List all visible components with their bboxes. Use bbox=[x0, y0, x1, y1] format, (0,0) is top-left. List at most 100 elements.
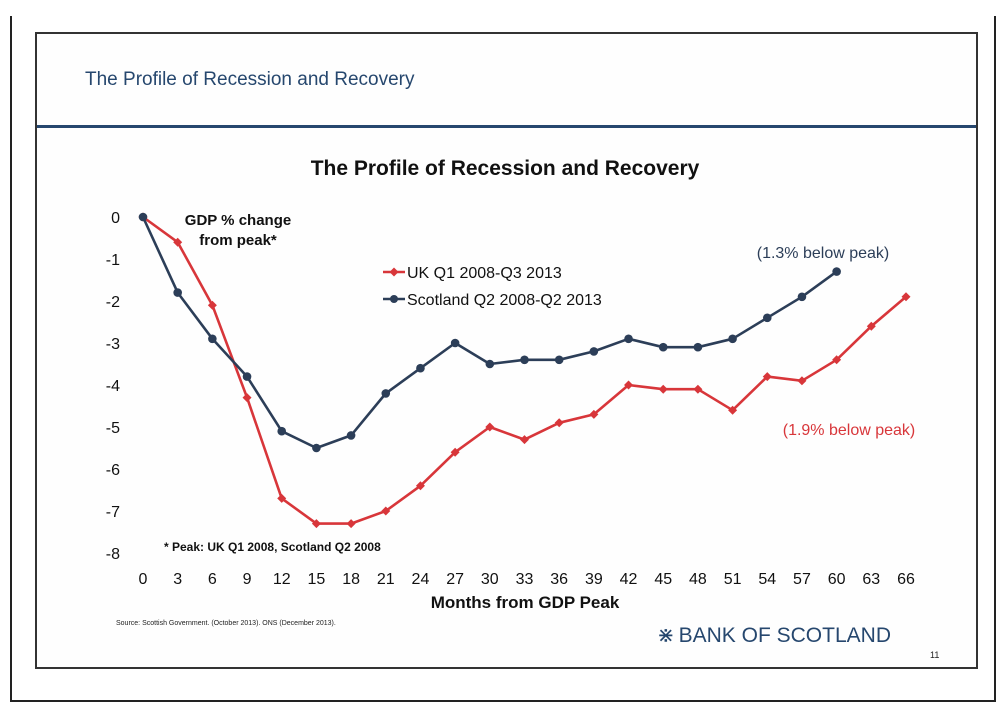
uk-data-point bbox=[415, 481, 425, 491]
uk-data-point bbox=[658, 384, 668, 394]
scotland-data-point bbox=[589, 347, 599, 356]
uk-data-point bbox=[624, 380, 634, 390]
source-note: Source: Scottish Government. (October 20… bbox=[116, 620, 336, 627]
scotland-data-point bbox=[346, 431, 356, 440]
x-tick-label: 63 bbox=[862, 571, 880, 588]
chart-title: The Profile of Recession and Recovery bbox=[311, 157, 700, 180]
x-axis-ticks: 0 3 6 9 12 15 18 21 24 27 30 33 36 39 42 45 48 51 54 57 60 63… bbox=[139, 571, 915, 588]
uk-data-point bbox=[832, 355, 842, 365]
scotland-data-point bbox=[832, 267, 841, 276]
x-tick-label: 15 bbox=[308, 571, 326, 588]
uk-data-point bbox=[762, 372, 772, 382]
slide-header: The Profile of Recession and Recovery bbox=[85, 69, 415, 90]
legend-label: Scotland Q2 2008-Q2 2013 bbox=[407, 292, 602, 309]
x-tick-label: 9 bbox=[243, 571, 252, 588]
x-tick-label: 57 bbox=[793, 571, 811, 588]
legend-item-uk[interactable]: UK Q1 2008-Q3 2013 bbox=[383, 265, 562, 282]
uk-data-point bbox=[311, 519, 321, 529]
peak-footnote: * Peak: UK Q1 2008, Scotland Q2 2008 bbox=[164, 540, 381, 554]
y-tick-label: 0 bbox=[111, 210, 120, 227]
uk-data-point bbox=[346, 519, 356, 529]
x-tick-label: 42 bbox=[620, 571, 638, 588]
x-tick-label: 51 bbox=[724, 571, 742, 588]
x-tick-label: 24 bbox=[412, 571, 430, 588]
scotland-data-point bbox=[728, 334, 737, 344]
y-tick-label: -6 bbox=[106, 462, 120, 479]
x-tick-label: 66 bbox=[897, 571, 915, 588]
y-tick-label: -7 bbox=[106, 504, 120, 521]
y-tick-label: -4 bbox=[106, 378, 120, 395]
brand-logo: ⋇ BANK OF SCOTLAND bbox=[657, 623, 891, 648]
scotland-data-point bbox=[312, 443, 321, 453]
uk-data-point bbox=[173, 237, 183, 247]
x-tick-label: 60 bbox=[828, 571, 846, 588]
x-tick-label: 39 bbox=[585, 571, 603, 588]
uk-data-point bbox=[728, 405, 738, 415]
uk-series bbox=[138, 212, 911, 529]
scotland-data-point bbox=[416, 363, 425, 373]
scotland-data-point bbox=[554, 355, 564, 365]
scotland-data-point bbox=[762, 313, 772, 323]
y-axis-label-line-2: from peak* bbox=[199, 232, 277, 249]
x-tick-label: 27 bbox=[446, 571, 464, 588]
uk-data-point bbox=[207, 300, 217, 310]
uk-data-point bbox=[797, 376, 807, 386]
uk-data-point bbox=[520, 435, 529, 445]
scotland-data-point bbox=[208, 334, 217, 344]
y-tick-label: -1 bbox=[106, 252, 120, 269]
scotland-data-point bbox=[624, 334, 633, 344]
x-tick-label: 36 bbox=[550, 571, 568, 588]
uk-data-point bbox=[589, 409, 599, 419]
page-number: 11 bbox=[930, 650, 940, 660]
x-tick-label: 54 bbox=[758, 571, 776, 588]
page-frame bbox=[10, 16, 996, 702]
scotland-data-point bbox=[693, 342, 703, 352]
scotland-data-point bbox=[242, 372, 252, 381]
series-layer bbox=[138, 212, 911, 529]
y-tick-label: -5 bbox=[106, 420, 120, 437]
legend-label: UK Q1 2008-Q3 2013 bbox=[407, 265, 562, 282]
scotland-data-point bbox=[381, 389, 391, 398]
uk-data-point bbox=[901, 292, 911, 302]
y-tick-label: -3 bbox=[106, 336, 120, 353]
scotland-data-point bbox=[485, 359, 495, 369]
legend-item-scotland[interactable]: Scotland Q2 2008-Q2 2013 bbox=[383, 292, 602, 309]
x-tick-label: 45 bbox=[654, 571, 672, 588]
scotland-data-point bbox=[450, 338, 460, 348]
legend[interactable]: UK Q1 2008-Q3 2013 Scotland Q2 2008-Q2 20… bbox=[383, 265, 602, 309]
scotland-series bbox=[138, 212, 841, 453]
x-tick-label: 48 bbox=[689, 571, 707, 588]
uk-data-point bbox=[277, 493, 287, 503]
scotland-data-point bbox=[138, 212, 148, 222]
scotland-data-point bbox=[520, 355, 529, 365]
uk-data-point bbox=[242, 393, 252, 403]
x-tick-label: 0 bbox=[139, 571, 148, 588]
brand-name: BANK OF SCOTLAND bbox=[678, 624, 891, 647]
x-tick-label: 3 bbox=[173, 571, 182, 588]
scotland-data-point bbox=[277, 426, 287, 436]
x-tick-label: 12 bbox=[273, 571, 291, 588]
x-tick-label: 18 bbox=[342, 571, 360, 588]
legend-swatch-marker bbox=[390, 295, 398, 303]
uk-data-point bbox=[381, 506, 391, 516]
y-axis-label: GDP % change from peak* bbox=[185, 212, 291, 249]
x-tick-label: 6 bbox=[208, 571, 217, 588]
scotland-data-point bbox=[658, 342, 668, 352]
uk-data-point bbox=[450, 447, 460, 457]
uk-data-point bbox=[693, 384, 703, 394]
uk-data-point bbox=[485, 422, 495, 432]
legend-swatch-marker bbox=[389, 267, 399, 277]
y-axis-label-line-1: GDP % change bbox=[185, 212, 291, 229]
uk-series-line bbox=[142, 215, 907, 525]
scotland-annotation: (1.3% below peak) bbox=[757, 245, 890, 262]
uk-data-point bbox=[866, 321, 876, 331]
y-tick-label: -8 bbox=[106, 546, 120, 563]
y-tick-label: -2 bbox=[106, 294, 120, 311]
saltire-icon: ⋇ bbox=[657, 624, 675, 647]
scotland-data-point bbox=[797, 292, 807, 302]
x-axis-label: Months from GDP Peak bbox=[431, 593, 620, 612]
scotland-data-point bbox=[173, 288, 182, 297]
slide: The Profile of Recession and Recovery bbox=[35, 32, 978, 669]
x-tick-label: 21 bbox=[377, 571, 395, 588]
